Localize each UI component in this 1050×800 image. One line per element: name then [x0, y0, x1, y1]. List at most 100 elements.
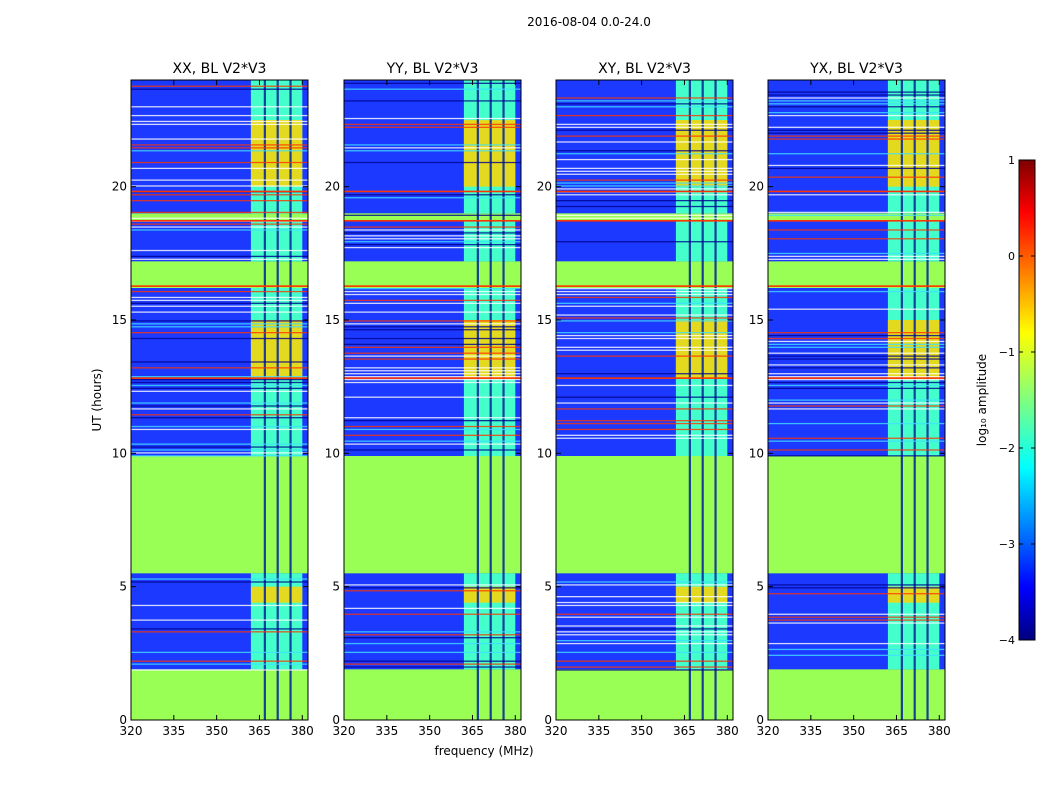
y-tick-label: 10: [325, 446, 340, 460]
time-stripe: [768, 373, 945, 375]
time-stripe: [556, 179, 733, 181]
time-stripe: [768, 422, 945, 425]
time-stripe: [131, 669, 308, 671]
x-tick-label: 335: [162, 724, 185, 738]
band-gap: [476, 80, 479, 720]
time-stripe: [556, 103, 733, 105]
time-stripe: [556, 402, 733, 404]
time-stripe: [344, 232, 521, 234]
y-tick-label: 0: [544, 713, 552, 727]
x-tick-label: 380: [504, 724, 527, 738]
band-gap: [276, 80, 279, 720]
band-high-amplitude: [887, 320, 940, 379]
time-stripe: [768, 340, 945, 343]
time-stripe: [768, 367, 945, 369]
time-stripe: [556, 296, 733, 299]
y-tick-label: 20: [537, 180, 552, 194]
colorbar-tick-label: 1: [1008, 154, 1015, 167]
time-stripe: [556, 141, 733, 143]
y-tick-label: 15: [325, 313, 340, 327]
time-stripe: [768, 94, 945, 96]
time-stripe: [768, 214, 945, 216]
time-stripe: [131, 179, 308, 181]
time-stripe: [556, 288, 733, 290]
time-stripe: [131, 311, 308, 313]
time-stripe: [768, 103, 945, 105]
flagged-region: [556, 213, 733, 222]
time-stripe: [556, 293, 733, 296]
time-stripe: [344, 449, 521, 451]
time-stripe: [556, 135, 733, 137]
x-tick-label: 350: [418, 724, 441, 738]
time-stripe: [131, 147, 308, 149]
time-stripe: [131, 417, 308, 419]
y-tick-label: 15: [537, 313, 552, 327]
time-stripe: [556, 420, 733, 422]
time-stripe: [768, 364, 945, 366]
time-stripe: [344, 346, 521, 348]
time-stripe: [131, 663, 308, 665]
red-line: [131, 220, 308, 222]
x-axis-label: frequency (MHz): [434, 744, 533, 758]
time-stripe: [344, 288, 521, 290]
panel-frame: [767, 79, 946, 721]
time-stripe: [131, 337, 308, 340]
time-stripe: [768, 255, 945, 258]
time-stripe: [556, 613, 733, 615]
time-stripe: [768, 343, 945, 346]
time-stripe: [556, 200, 733, 202]
time-stripe: [131, 390, 308, 392]
time-stripe: [131, 120, 308, 123]
time-stripe: [768, 229, 945, 231]
time-stripe: [344, 229, 521, 231]
time-stripe: [556, 434, 733, 436]
colorbar-tick-label: −2: [999, 442, 1015, 455]
time-stripe: [768, 616, 945, 618]
time-stripe: [556, 384, 733, 387]
time-stripe: [131, 452, 308, 454]
spectrogram-image: [131, 80, 308, 720]
time-stripe: [344, 637, 521, 639]
time-stripe: [768, 135, 945, 137]
time-stripe: [344, 651, 521, 654]
red-line: [768, 190, 945, 193]
time-stripe: [131, 296, 308, 299]
time-stripe: [131, 651, 308, 654]
panel-3: XY, BL V2*V3 320 335 350 365 380 0 5 10 15 20: [537, 61, 739, 738]
time-stripe: [344, 607, 521, 610]
time-stripe: [556, 642, 733, 645]
time-stripe: [556, 666, 733, 668]
colorbar-tick-label: 0: [1008, 250, 1015, 263]
time-stripe: [768, 402, 945, 404]
time-stripe: [556, 601, 733, 604]
x-tick-label: 365: [885, 724, 908, 738]
time-stripe: [556, 123, 733, 126]
time-stripe: [556, 334, 733, 337]
x-tick-label: 350: [205, 724, 228, 738]
y-tick-label: 5: [544, 580, 552, 594]
time-stripe: [768, 346, 945, 348]
panel-2: YY, BL V2*V3 320 335 350 365 380 0 5 10 15 20: [325, 61, 527, 738]
time-stripe: [768, 167, 945, 170]
time-stripe: [131, 361, 308, 363]
band-high-amplitude: [675, 320, 728, 379]
time-stripe: [131, 167, 308, 170]
time-stripe: [556, 373, 733, 375]
colorbar-gradient: [1018, 159, 1036, 641]
flagged-region: [131, 213, 308, 222]
time-stripe: [344, 214, 521, 216]
band-gap: [263, 80, 266, 720]
time-stripe: [344, 666, 521, 668]
time-stripe: [768, 211, 945, 214]
x-tick-label: 380: [928, 724, 951, 738]
time-stripe: [344, 194, 521, 196]
y-tick-label: 0: [332, 713, 340, 727]
time-stripe: [556, 669, 733, 671]
time-stripe: [131, 446, 308, 448]
time-stripe: [344, 161, 521, 164]
time-stripe: [556, 634, 733, 636]
time-stripe: [344, 587, 521, 589]
time-stripe: [768, 584, 945, 586]
time-stripe: [556, 355, 733, 357]
